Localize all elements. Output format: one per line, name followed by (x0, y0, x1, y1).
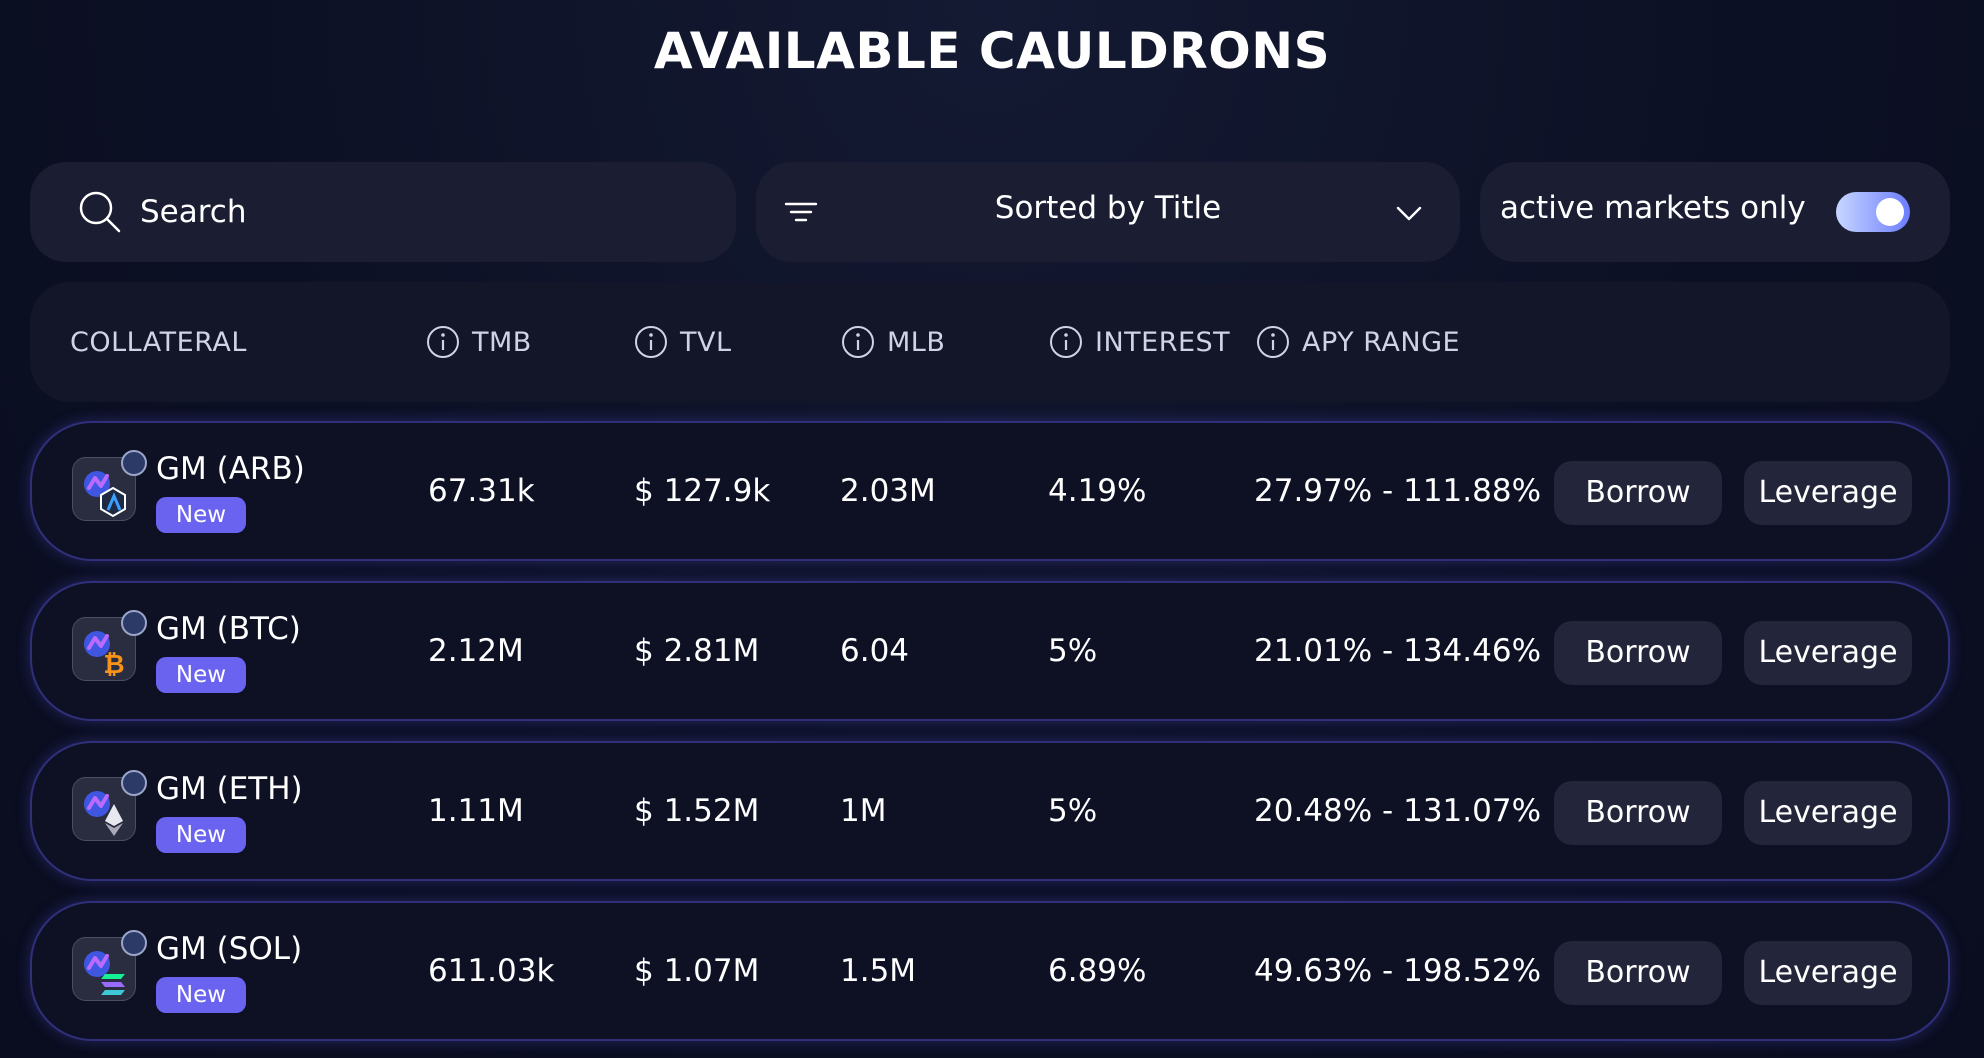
header-apy-range: APY RANGE (1256, 322, 1460, 362)
header-collateral-label: COLLATERAL (70, 326, 247, 358)
page-title: AVAILABLE CAULDRONS (653, 22, 1331, 80)
header-tmb-label: TMB (472, 326, 532, 358)
table-row: GM (ARB) New 67.31k $ 127.9k 2.03M 4.19%… (30, 421, 1950, 561)
header-interest: INTEREST (1049, 322, 1230, 362)
arbitrum-chain-icon (121, 770, 147, 796)
header-tvl-label: TVL (680, 326, 732, 358)
header-collateral: COLLATERAL (70, 322, 247, 362)
interest-value: 5% (1048, 633, 1098, 669)
info-icon[interactable] (426, 325, 460, 359)
active-markets-filter: active markets only (1480, 162, 1950, 262)
toggle-knob (1876, 198, 1904, 226)
arbitrum-chain-icon (121, 930, 147, 956)
svg-text:₿: ₿ (103, 650, 124, 680)
active-markets-toggle[interactable] (1836, 192, 1910, 232)
arbitrum-chain-icon (121, 450, 147, 476)
leverage-button[interactable]: Leverage (1744, 621, 1912, 685)
collateral-name: GM (ETH) (156, 771, 303, 807)
new-badge: New (156, 497, 246, 533)
tmb-value: 611.03k (428, 953, 555, 989)
table-row: GM (SOL) New 611.03k $ 1.07M 1.5M 6.89% … (30, 901, 1950, 1041)
borrow-button[interactable]: Borrow (1554, 941, 1722, 1005)
arbitrum-chain-icon (121, 610, 147, 636)
mlb-value: 2.03M (840, 473, 936, 509)
interest-value: 5% (1048, 793, 1098, 829)
apy-range-value: 21.01% - 134.46% (1254, 633, 1542, 669)
new-badge: New (156, 817, 246, 853)
header-mlb-label: MLB (887, 326, 946, 358)
collateral-name: GM (BTC) (156, 611, 301, 647)
tvl-value: $ 1.07M (634, 953, 760, 989)
tmb-value: 2.12M (428, 633, 524, 669)
mlb-value: 1.5M (840, 953, 917, 989)
header-mlb: MLB (841, 322, 945, 362)
sort-label: Sorted by Title (994, 190, 1222, 226)
mlb-value: 6.04 (840, 633, 910, 669)
table-row: GM (ETH) New 1.11M $ 1.52M 1M 5% 20.48% … (30, 741, 1950, 881)
active-markets-label: active markets only (1500, 190, 1806, 226)
header-apy-range-label: APY RANGE (1302, 326, 1461, 358)
collateral-name: GM (ARB) (156, 451, 305, 487)
leverage-button[interactable]: Leverage (1744, 781, 1912, 845)
apy-range-value: 20.48% - 131.07% (1254, 793, 1542, 829)
mlb-value: 1M (840, 793, 887, 829)
new-badge: New (156, 977, 246, 1013)
new-badge: New (156, 657, 246, 693)
interest-value: 6.89% (1048, 953, 1147, 989)
collateral-name: GM (SOL) (156, 931, 303, 967)
search-icon (79, 191, 121, 233)
chevron-down-icon (1396, 206, 1422, 221)
info-icon[interactable] (1049, 325, 1083, 359)
tmb-value: 1.11M (428, 793, 524, 829)
apy-range-value: 49.63% - 198.52% (1254, 953, 1542, 989)
search-input[interactable] (140, 182, 700, 242)
apy-range-value: 27.97% - 111.88% (1254, 473, 1542, 509)
leverage-button[interactable]: Leverage (1744, 461, 1912, 525)
borrow-button[interactable]: Borrow (1554, 781, 1722, 845)
borrow-button[interactable]: Borrow (1554, 461, 1722, 525)
table-header: COLLATERAL TMB TVL MLB INTEREST (30, 282, 1950, 402)
interest-value: 4.19% (1048, 473, 1147, 509)
gm-sol-token-icon (72, 930, 147, 1001)
tmb-value: 67.31k (428, 473, 535, 509)
sort-dropdown[interactable]: Sorted by Title (756, 162, 1460, 262)
borrow-button[interactable]: Borrow (1554, 621, 1722, 685)
info-icon[interactable] (841, 325, 875, 359)
gm-eth-token-icon (72, 770, 147, 841)
info-icon[interactable] (1256, 325, 1290, 359)
gm-btc-token-icon: ₿ (72, 610, 147, 681)
leverage-button[interactable]: Leverage (1744, 941, 1912, 1005)
tvl-value: $ 1.52M (634, 793, 760, 829)
info-icon[interactable] (634, 325, 668, 359)
search-box[interactable] (30, 162, 736, 262)
header-tvl: TVL (634, 322, 732, 362)
gm-arb-token-icon (72, 450, 147, 521)
header-tmb: TMB (426, 322, 532, 362)
tvl-value: $ 2.81M (634, 633, 760, 669)
header-interest-label: INTEREST (1095, 326, 1231, 358)
table-row: ₿ GM (BTC) New 2.12M $ 2.81M 6.04 5% 21.… (30, 581, 1950, 721)
filter-icon (784, 202, 818, 222)
tvl-value: $ 127.9k (634, 473, 771, 509)
